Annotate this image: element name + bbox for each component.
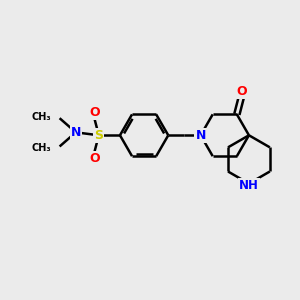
Text: CH₃: CH₃ bbox=[32, 112, 51, 122]
Text: CH₃: CH₃ bbox=[32, 143, 51, 153]
Text: S: S bbox=[94, 129, 103, 142]
Text: O: O bbox=[89, 106, 100, 119]
Text: O: O bbox=[236, 85, 247, 98]
Text: N: N bbox=[196, 129, 206, 142]
Text: N: N bbox=[70, 126, 81, 139]
Text: O: O bbox=[89, 152, 100, 165]
Text: NH: NH bbox=[239, 178, 259, 191]
